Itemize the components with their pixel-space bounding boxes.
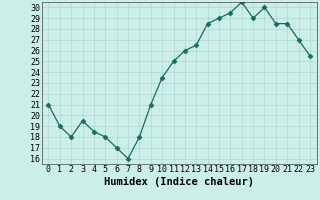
X-axis label: Humidex (Indice chaleur): Humidex (Indice chaleur) [104,177,254,187]
